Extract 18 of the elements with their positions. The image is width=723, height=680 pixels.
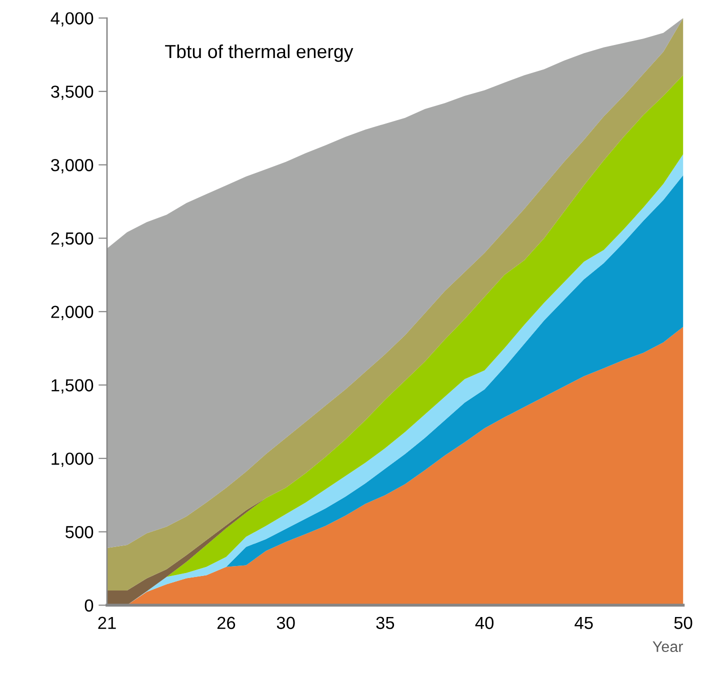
- x-tick-label: 45: [574, 616, 593, 630]
- x-tick-label: 40: [475, 616, 494, 630]
- y-tick-label: 4,000: [50, 12, 94, 27]
- x-tick-label: 50: [674, 616, 692, 630]
- x-tick-label: 35: [376, 616, 394, 630]
- x-axis-title: Year: [652, 641, 683, 652]
- x-tick-label: 26: [217, 616, 236, 630]
- x-tick-label: 21: [98, 616, 116, 629]
- y-tick-label: 500: [66, 526, 94, 538]
- y-tick-label: 1,000: [52, 452, 94, 467]
- y-tick-label: 2,000: [51, 306, 94, 320]
- y-tick-label: 3,000: [51, 158, 94, 174]
- y-tick-label: 2,500: [51, 232, 94, 247]
- text: Tbtu of thermal energy: [165, 44, 354, 62]
- y-tick-label: 0: [84, 599, 94, 612]
- x-tick-label: 30: [276, 616, 295, 630]
- y-tick-label: 3,500: [51, 86, 94, 100]
- y-tick-label: 1,500: [52, 379, 94, 394]
